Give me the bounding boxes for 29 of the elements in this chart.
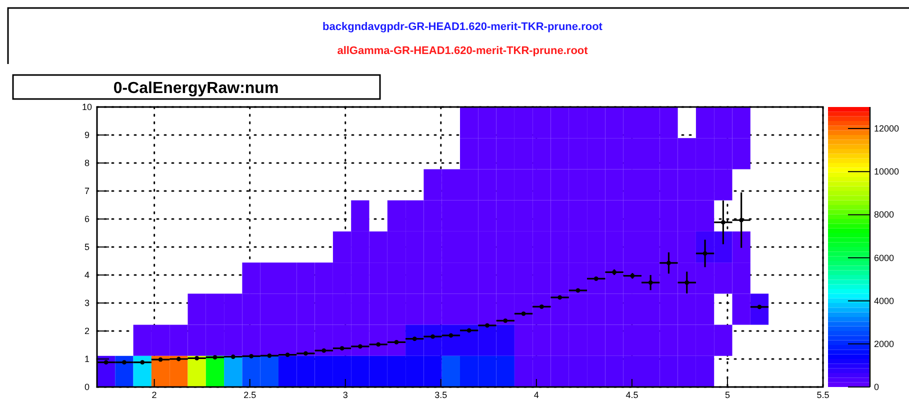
y-tick-label: 1 xyxy=(84,354,90,364)
text: allGamma-GR-HEAD1.620-merit-TKR-prune.root xyxy=(337,45,588,57)
color-bar-label: 4000 xyxy=(874,296,894,306)
y-tick-label: 6 xyxy=(84,214,90,224)
y-tick-label: 3 xyxy=(84,298,90,308)
y-tick-label: 7 xyxy=(84,186,90,196)
y-tick-label: 10 xyxy=(82,102,92,112)
x-tick-label: 3.5 xyxy=(434,390,448,400)
color-bar-label: 0 xyxy=(874,382,880,392)
chart-title: 0-CalEnergyRaw:num xyxy=(113,80,279,97)
y-tick-label: 8 xyxy=(84,158,90,168)
text: backgndavgpdr-GR-HEAD1.620-merit-TKR-prune.root xyxy=(322,21,603,33)
y-tick-label: 4 xyxy=(84,270,90,280)
color-bar-label: 8000 xyxy=(874,210,894,220)
color-bar-label: 12000 xyxy=(874,124,900,134)
color-bar-label: 6000 xyxy=(874,252,894,263)
y-tick-label: 0 xyxy=(84,382,90,392)
y-tick-label: 2 xyxy=(84,326,90,336)
x-tick-label: 5 xyxy=(724,390,730,400)
x-tick-label: 4 xyxy=(534,390,539,400)
x-tick-label: 3 xyxy=(342,390,348,400)
x-tick-label: 5.5 xyxy=(816,390,830,400)
color-bar-label: 10000 xyxy=(874,166,900,177)
x-tick-label: 4.5 xyxy=(626,390,638,400)
color-bar-label: 2000 xyxy=(874,338,894,349)
y-tick-label: 5 xyxy=(84,242,90,252)
y-tick-label: 9 xyxy=(84,130,90,140)
x-tick-label: 2.5 xyxy=(244,390,256,400)
x-tick-label: 2 xyxy=(152,390,157,400)
